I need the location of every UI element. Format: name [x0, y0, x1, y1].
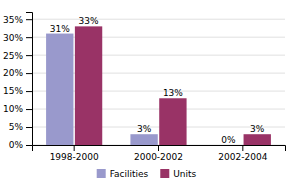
bar	[244, 134, 271, 145]
tick-label: 20%	[3, 68, 23, 78]
legend-label: Units	[173, 169, 196, 179]
data-label: 33%	[79, 16, 99, 26]
bar	[159, 98, 186, 145]
tick-mark	[26, 55, 32, 56]
data-labels: 31% 3% 0% 33% 13% 3%	[50, 16, 265, 145]
data-label: 0%	[221, 135, 236, 145]
y-tick: 5%	[9, 122, 32, 132]
data-label: 3%	[137, 124, 152, 134]
tick-mark	[242, 145, 243, 151]
bar	[46, 34, 73, 145]
x-tick: 2002-2004	[218, 145, 267, 162]
legend-item: Facilities	[97, 169, 149, 179]
bars	[46, 26, 271, 145]
axis-line	[33, 146, 286, 152]
tick-mark	[26, 73, 32, 74]
x-tick: 1998-2000	[50, 145, 99, 162]
y-tick: 30%	[3, 33, 32, 43]
tick-mark	[158, 145, 159, 151]
legend: Facilities Units	[97, 169, 197, 179]
grid	[32, 19, 285, 145]
tick-mark	[26, 91, 32, 92]
y-tick: 15%	[3, 86, 32, 96]
tick-mark	[26, 37, 32, 38]
data-label: 31%	[50, 24, 70, 34]
y-tick: 0%	[9, 140, 32, 150]
bar	[130, 134, 157, 145]
tick-label: 5%	[9, 122, 24, 132]
legend-label: Facilities	[110, 169, 149, 179]
tick-mark	[26, 19, 32, 20]
y-axis: 0% 5% 10% 15% 20% 25% 30% 35%	[3, 13, 33, 151]
tick-label: 15%	[3, 86, 23, 96]
tick-label: 10%	[3, 104, 23, 114]
x-axis: 1998-2000 2000-2002 2002-2004	[33, 145, 286, 162]
tick-label: 1998-2000	[50, 152, 99, 162]
y-tick: 25%	[3, 51, 32, 61]
tick-label: 35%	[3, 15, 23, 25]
tick-mark	[26, 127, 32, 128]
y-tick: 35%	[3, 15, 32, 25]
legend-swatch	[160, 169, 169, 178]
grid-line	[32, 19, 285, 20]
tick-mark	[26, 109, 32, 110]
tick-mark	[26, 145, 32, 146]
axis-line	[26, 13, 33, 146]
legend-item: Units	[160, 169, 196, 179]
tick-label: 2000-2002	[134, 152, 183, 162]
legend-swatch	[97, 169, 106, 178]
tick-label: 30%	[3, 33, 23, 43]
y-tick: 10%	[3, 104, 32, 114]
tick-label: 2002-2004	[218, 152, 267, 162]
y-tick: 20%	[3, 68, 32, 78]
tick-mark	[74, 145, 75, 151]
plot: 31% 3% 0% 33% 13% 3% 0% 5% 10% 15% 20% 25% 30% 35% 199…	[3, 13, 286, 163]
data-label: 3%	[250, 124, 265, 134]
data-label: 13%	[163, 88, 183, 98]
x-tick: 2000-2002	[134, 145, 183, 162]
bar	[75, 26, 102, 145]
tick-label: 0%	[9, 140, 24, 150]
chart: 31% 3% 0% 33% 13% 3% 0% 5% 10% 15% 20% 25% 30% 35% 199…	[0, 0, 293, 185]
tick-label: 25%	[3, 51, 23, 61]
